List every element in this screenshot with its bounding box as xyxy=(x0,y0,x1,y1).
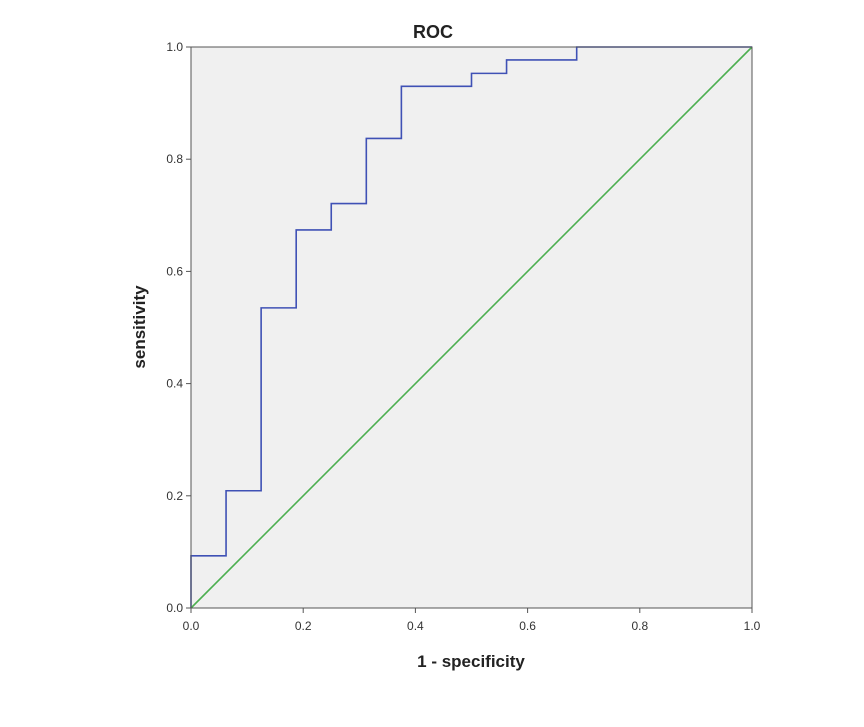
y-tick-label: 1.0 xyxy=(166,40,183,54)
plot-frame xyxy=(190,46,753,609)
y-tick-label: 0.6 xyxy=(166,264,183,278)
chart-title: ROC xyxy=(413,22,453,42)
x-tick-label: 0.0 xyxy=(183,619,200,633)
y-tick-label: 0.0 xyxy=(166,601,183,615)
x-tick-label: 0.6 xyxy=(519,619,536,633)
y-tick-label: 0.8 xyxy=(166,152,183,166)
x-tick-label: 0.2 xyxy=(295,619,312,633)
reference-diagonal-line xyxy=(190,46,753,609)
x-axis-label: 1 - specificity xyxy=(417,652,525,671)
x-tick-label: 0.4 xyxy=(407,619,424,633)
y-axis: 0.0 0.2 0.4 0.6 0.8 1.0 xyxy=(166,40,191,615)
roc-curve-line xyxy=(190,46,752,608)
y-tick-label: 0.4 xyxy=(166,377,183,391)
x-tick-label: 1.0 xyxy=(744,619,761,633)
x-axis: 0.0 0.2 0.4 0.6 0.8 1.0 xyxy=(183,608,761,633)
y-axis-label: sensitivity xyxy=(130,285,149,369)
series-layer xyxy=(190,46,753,609)
x-tick-label: 0.8 xyxy=(631,619,648,633)
y-tick-label: 0.2 xyxy=(166,489,183,503)
